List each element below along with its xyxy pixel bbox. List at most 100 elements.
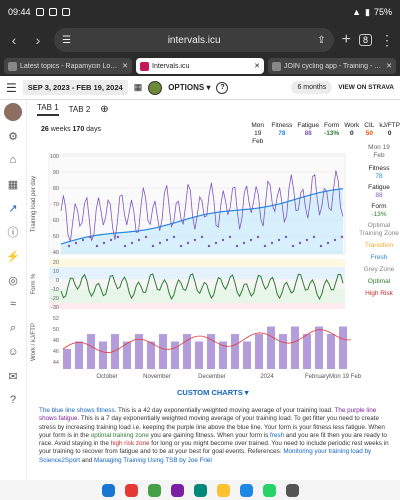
close-icon[interactable]: ✕ — [386, 63, 392, 70]
tick-label: 0 — [56, 278, 59, 284]
app-icon[interactable] — [216, 483, 230, 497]
back-icon[interactable]: ‹ — [11, 32, 17, 48]
tab-count[interactable]: 8 — [358, 34, 372, 46]
close-icon[interactable]: ✕ — [122, 63, 128, 70]
form-panel: 20 10 0 -10 -20 -30 Form % — [31, 259, 345, 311]
activity-dot — [81, 238, 85, 242]
activity-dot — [95, 244, 99, 248]
fitness-value: 78 — [278, 130, 286, 137]
high-risk-zone — [49, 303, 345, 309]
help-icon[interactable]: ? — [9, 394, 17, 406]
android-nav-bar — [0, 480, 400, 500]
work-bar — [291, 326, 299, 369]
info-icon[interactable]: ⓘ — [7, 227, 19, 239]
form-value: -13% — [324, 130, 340, 137]
power-icon[interactable]: ⚡ — [6, 250, 20, 263]
activity-dot — [291, 244, 295, 248]
tab-2[interactable]: TAB 2 — [68, 104, 91, 114]
tick-label: 90 — [53, 170, 59, 176]
add-tab-icon[interactable]: ⊕ — [100, 103, 109, 115]
calendar-icon[interactable]: ▦ — [133, 82, 143, 92]
work-bar — [75, 341, 83, 369]
work-bar — [195, 341, 203, 369]
activity-dot — [221, 238, 225, 242]
kjftp-line — [62, 329, 351, 354]
tick-label: 46 — [53, 349, 59, 355]
fitness-line — [60, 188, 344, 245]
site-settings-icon[interactable]: ☰ — [62, 34, 71, 46]
work-bar — [111, 334, 119, 369]
science2sport-link[interactable]: Monitoring your training load by Science… — [39, 448, 372, 464]
work-bar — [63, 349, 71, 369]
custom-charts-button[interactable]: CUSTOM CHARTS ▾ — [177, 388, 249, 397]
fatigue-line — [60, 170, 344, 242]
activity-dot — [186, 241, 190, 245]
address-bar[interactable]: ☰ intervals.icu ⇪ — [54, 28, 334, 52]
athlete-avatar[interactable] — [148, 80, 163, 95]
signal-icon: ▮ — [365, 6, 370, 17]
activity-dot — [200, 235, 204, 239]
stats-date: Mon 19 Feb — [251, 122, 265, 145]
activity-dot — [130, 241, 134, 245]
work-bar — [243, 341, 251, 369]
joe-friel-link[interactable]: Managing Training Using TSB by Joe Friel — [93, 456, 212, 464]
user-avatar[interactable] — [4, 103, 22, 121]
notification-icon — [35, 8, 44, 16]
browser-tab[interactable]: Intervals.icu ✕ — [136, 58, 264, 74]
work-bar — [219, 341, 227, 369]
app-icon[interactable] — [101, 483, 115, 497]
x-tick-label: October — [96, 374, 117, 380]
app-icon[interactable] — [147, 483, 161, 497]
chat-icon[interactable]: ✉ — [8, 370, 18, 383]
tick-label: 60 — [53, 218, 59, 224]
people-icon[interactable]: ☺ — [7, 346, 19, 358]
work-bar — [327, 334, 335, 369]
app-drawer-icon[interactable] — [285, 483, 299, 497]
close-icon[interactable]: ✕ — [254, 63, 260, 70]
forward-icon[interactable]: › — [35, 32, 41, 48]
view-on-strava-link[interactable]: VIEW ON STRAVA — [338, 83, 394, 91]
date-range-picker[interactable]: SEP 3, 2023 - FEB 19, 2024 — [22, 80, 128, 95]
x-tick-label: February — [305, 374, 329, 380]
app-icon[interactable] — [193, 483, 207, 497]
activity-dot — [172, 235, 176, 239]
tick-label: 44 — [53, 360, 59, 366]
help-icon[interactable]: ? — [216, 81, 229, 94]
share-icon[interactable]: ⇪ — [317, 34, 326, 46]
work-bar — [147, 341, 155, 369]
work-bar — [135, 334, 143, 369]
tick-label: 100 — [50, 154, 59, 160]
calendar-icon[interactable]: ▦ — [7, 178, 19, 191]
tick-label: 80 — [53, 186, 59, 192]
app-icon[interactable] — [170, 483, 184, 497]
app-icon[interactable] — [124, 483, 138, 497]
work-bar — [99, 341, 107, 369]
hamburger-icon[interactable]: ☰ — [6, 80, 17, 95]
period-selector[interactable]: 6 months — [291, 81, 333, 94]
compare-icon[interactable]: ≈ — [9, 298, 17, 310]
notification-icon — [61, 8, 70, 16]
search-icon[interactable]: ⌕ — [9, 321, 17, 334]
tab-1[interactable]: TAB 1 — [37, 103, 59, 116]
new-tab-icon[interactable]: + — [341, 31, 351, 48]
fitness-chart-icon[interactable]: ↗ — [8, 202, 18, 215]
options-menu[interactable]: OPTIONS ▾ — [168, 83, 211, 92]
activity-dot — [123, 244, 127, 248]
watch-icon[interactable]: ◎ — [8, 274, 18, 287]
browser-tab[interactable]: Latest topics - Rapamycin Lon... ✕ — [4, 58, 132, 74]
tick-label: 52 — [53, 316, 59, 322]
activity-dot — [109, 238, 113, 242]
work-bar — [267, 326, 275, 369]
app-header: ☰ SEP 3, 2023 - FEB 19, 2024 ▦ OPTIONS ▾… — [0, 76, 400, 100]
activity-dot — [305, 238, 309, 242]
whatsapp-icon[interactable] — [262, 483, 276, 497]
home-icon[interactable]: ⌂ — [9, 154, 17, 166]
settings-icon[interactable]: ⚙ — [8, 130, 18, 143]
activity-dot — [270, 241, 274, 245]
activity-dot — [319, 244, 323, 248]
activity-dot — [144, 235, 148, 239]
app-icon[interactable] — [239, 483, 253, 497]
browser-tab[interactable]: JOIN cycling app - Training - Tr... ✕ — [268, 58, 396, 74]
menu-icon[interactable]: ⋮ — [380, 31, 394, 48]
